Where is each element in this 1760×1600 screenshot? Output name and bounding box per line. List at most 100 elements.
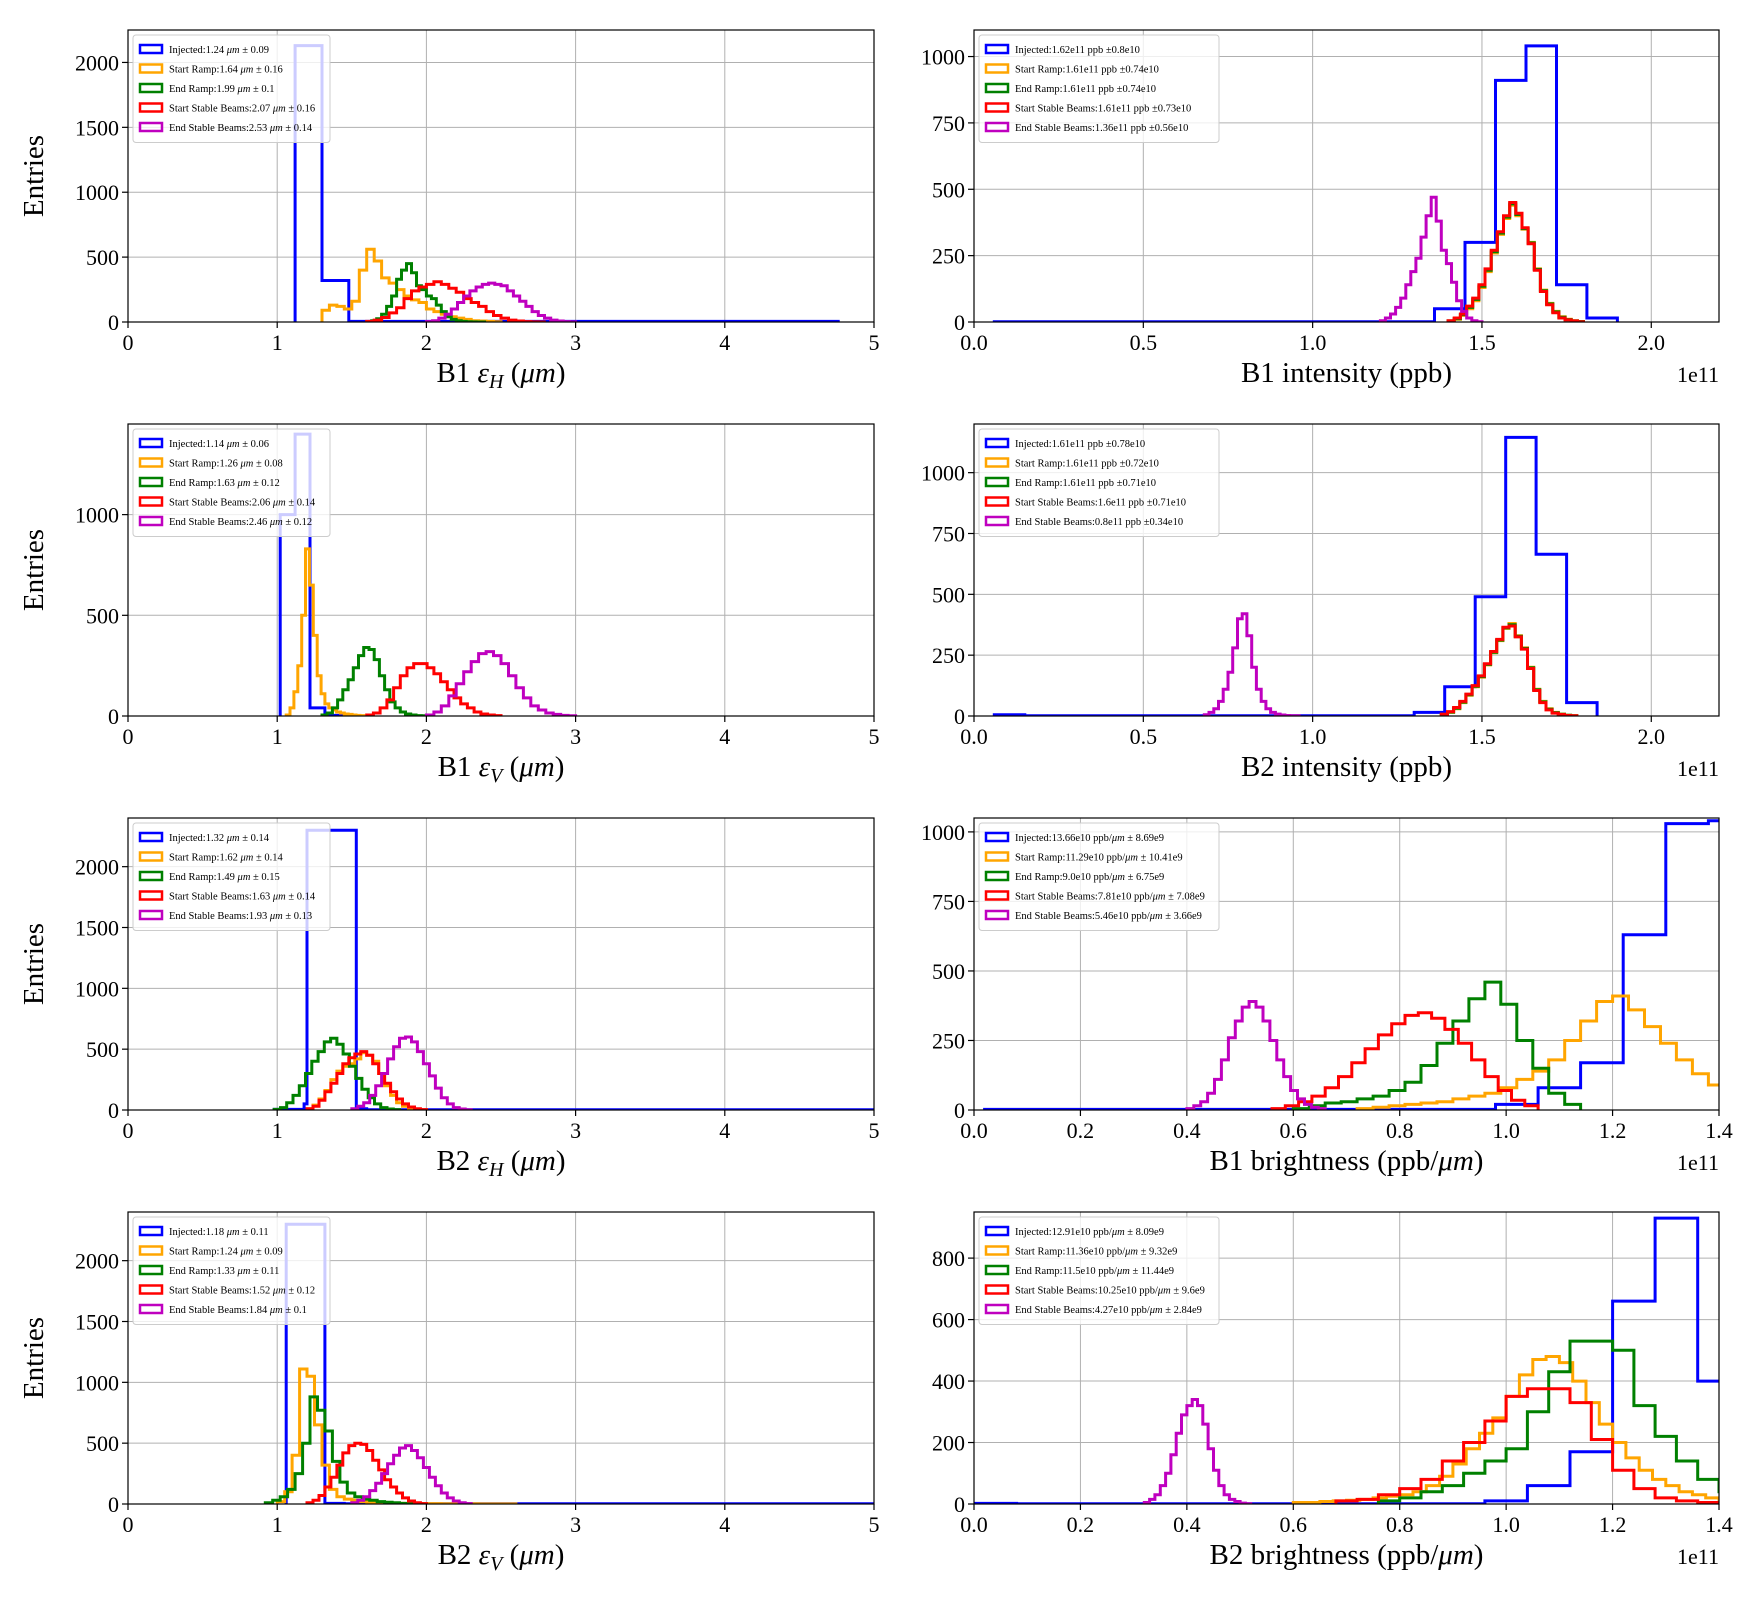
legend-swatch-start-ramp <box>138 851 164 862</box>
x-tick-label: 2 <box>421 724 432 749</box>
legend-swatch-start-stable-beams <box>984 1284 1010 1295</box>
x-tick-label: 0.0 <box>960 330 988 355</box>
y-axis-label: Entries <box>18 135 50 217</box>
legend-swatch-end-stable-beams <box>984 909 1010 921</box>
y-tick-label: 1000 <box>921 45 965 70</box>
legend-label: End Stable Beams:5.46e10 ppb/μm ± 3.66e9 <box>1015 911 1202 922</box>
histogram-start-ramp <box>1446 203 1585 322</box>
x-tick-label: 3 <box>570 330 581 355</box>
x-tick-label: 1.4 <box>1705 1512 1733 1537</box>
x-tick-label: 1.5 <box>1468 724 1496 749</box>
legend-box <box>978 822 1220 931</box>
legend-label: Injected:1.61e11 ppb ±0.78e10 <box>1015 439 1145 450</box>
histogram-end-stable-beams <box>1142 1398 1253 1504</box>
histogram-end-stable-beams <box>424 281 578 322</box>
x-tick-label: 4 <box>719 1118 730 1143</box>
legend-swatch-start-stable-beams <box>984 102 1010 113</box>
histogram-end-ramp <box>1291 980 1583 1110</box>
legend-swatch-end-ramp <box>138 870 164 882</box>
y-tick-label: 200 <box>932 1431 965 1456</box>
y-tick-label: 1000 <box>921 461 965 486</box>
y-tick-label: 500 <box>86 1037 119 1062</box>
x-tick-label: 3 <box>570 724 581 749</box>
y-axis-label: Entries <box>18 1317 50 1399</box>
x-tick-label: 0 <box>123 724 134 749</box>
y-tick-label: 1000 <box>75 976 119 1001</box>
legend-label: Start Ramp:11.36e10 ppb/μm ± 9.32e9 <box>1015 1247 1177 1258</box>
y-tick-label: 0 <box>108 310 119 335</box>
histogram-end-ramp <box>1376 1339 1719 1504</box>
legend-swatch-start-ramp <box>138 63 164 74</box>
y-tick-label: 0 <box>108 704 119 729</box>
y-tick-label: 500 <box>86 603 119 628</box>
histogram-end-stable-beams <box>424 650 578 716</box>
histogram-injected <box>983 819 1719 1110</box>
x-axis-label: B1 εV (μm) <box>438 751 565 787</box>
legend-swatch-injected <box>138 437 164 449</box>
histogram-start-stable-beams <box>305 1441 428 1504</box>
legend-label: Injected:12.91e10 ppb/μm ± 8.09e9 <box>1015 1227 1164 1238</box>
x-tick-label: 1.0 <box>1299 330 1327 355</box>
series-group <box>263 1222 874 1504</box>
x-tick-label: 0.8 <box>1386 1118 1414 1143</box>
panel-b1-intensity-ppb: 0.0 0.5 1.0 1.5 2.0 0 250 500 750 1000 B1 intensit… <box>921 29 1720 389</box>
y-tick-label: 500 <box>932 177 965 202</box>
x-tick-label: 1.0 <box>1492 1512 1520 1537</box>
x-tick-label: 2.0 <box>1638 330 1666 355</box>
legend-swatch-start-ramp <box>984 851 1010 862</box>
x-axis-label: B2 εH (μm) <box>436 1145 565 1181</box>
x-tick-label: 2 <box>421 1512 432 1537</box>
legend-label: Injected:1.24 μm ± 0.09 <box>169 45 269 56</box>
series-group <box>983 819 1719 1110</box>
legend-swatch-injected <box>138 43 164 55</box>
y-tick-label: 0 <box>108 1098 119 1123</box>
y-tick-label: 1000 <box>921 820 965 845</box>
legend-label: Start Stable Beams:7.81e10 ppb/μm ± 7.08… <box>1015 892 1205 903</box>
histogram-start-stable-beams <box>365 662 503 716</box>
legend-label: Injected:1.18 μm ± 0.11 <box>169 1227 269 1238</box>
y-tick-label: 600 <box>932 1308 965 1333</box>
legend-label: End Stable Beams:2.53 μm ± 0.14 <box>169 123 313 134</box>
legend-swatch-injected <box>984 831 1010 843</box>
histogram-end-stable-beams <box>1202 612 1301 716</box>
x-tick-label: 0 <box>123 330 134 355</box>
panel-b2-intensity-ppb: 0.0 0.5 1.0 1.5 2.0 0 250 500 750 1000 B2 intensit… <box>921 423 1720 783</box>
x-tick-label: 0.6 <box>1280 1512 1308 1537</box>
legend-swatch-end-stable-beams <box>138 1303 164 1315</box>
legend-label: Start Ramp:1.61e11 ppb ±0.74e10 <box>1015 65 1159 76</box>
legend-label: End Stable Beams:0.8e11 ppb ±0.34e10 <box>1015 517 1183 528</box>
y-tick-label: 1500 <box>75 1310 119 1335</box>
legend-swatch-start-stable-beams <box>138 890 164 901</box>
x-axis-exponent: 1e11 <box>1677 362 1719 387</box>
y-tick-label: 250 <box>932 244 965 269</box>
legend-swatch-start-ramp <box>138 1245 164 1256</box>
histogram-end-ramp <box>263 1395 416 1504</box>
histogram-injected <box>293 44 840 322</box>
y-tick-label: 750 <box>932 522 965 547</box>
legend-box <box>132 428 331 537</box>
legend-swatch-start-stable-beams <box>984 496 1010 507</box>
legend-swatch-end-stable-beams <box>984 121 1010 133</box>
x-tick-label: 0.0 <box>960 1118 988 1143</box>
x-axis-label: B1 intensity (ppb) <box>1241 357 1452 389</box>
y-axis-label: Entries <box>18 529 50 611</box>
legend-swatch-injected <box>984 1225 1010 1237</box>
x-tick-label: 0.2 <box>1067 1512 1095 1537</box>
legend-swatch-start-ramp <box>984 63 1010 74</box>
x-axis-label: B2 intensity (ppb) <box>1241 751 1452 783</box>
legend-swatch-injected <box>138 831 164 843</box>
legend-swatch-start-stable-beams <box>138 102 164 113</box>
x-axis-label: B1 εH (μm) <box>436 357 565 393</box>
histogram-start-ramp <box>1355 994 1719 1110</box>
histogram-end-ramp <box>1446 202 1585 322</box>
x-tick-label: 4 <box>719 330 730 355</box>
y-tick-label: 0 <box>954 704 965 729</box>
x-tick-label: 5 <box>869 1512 880 1537</box>
histogram-end-stable-beams <box>350 1444 473 1504</box>
legend-label: Start Stable Beams:1.61e11 ppb ±0.73e10 <box>1015 104 1191 115</box>
y-tick-label: 250 <box>932 1028 965 1053</box>
legend-swatch-start-ramp <box>984 1245 1010 1256</box>
histogram-start-stable-beams <box>1439 624 1579 716</box>
x-tick-label: 1.2 <box>1599 1118 1627 1143</box>
plot-frame <box>973 423 1720 717</box>
